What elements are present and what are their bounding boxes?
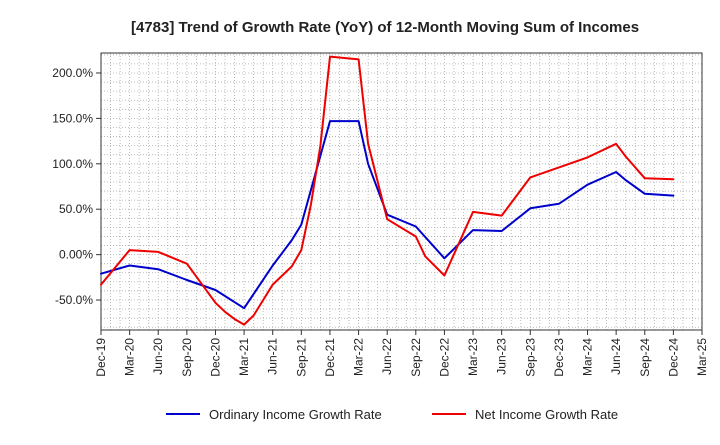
plot-area-frame — [100, 52, 703, 331]
chart-title: [4783] Trend of Growth Rate (YoY) of 12-… — [131, 19, 639, 36]
series-line-ordinary-income — [100, 120, 675, 310]
x-tick-label: Mar-24 — [581, 338, 595, 376]
y-tick-label: 0.00% — [59, 248, 93, 262]
x-tick-label: Dec-21 — [323, 338, 337, 377]
x-tick-label: Dec-20 — [208, 338, 222, 377]
x-tick-label: Mar-20 — [123, 338, 137, 376]
x-tick-label: Mar-22 — [352, 338, 366, 376]
axes: -50.0% 0.00% 50.0% 100.0% 150.0% 200.0% Dec-19… — [52, 52, 709, 377]
x-tick-label: Jun-24 — [609, 338, 623, 375]
y-tick-label: 100.0% — [52, 157, 93, 171]
legend: Ordinary Income Growth Rate Net Income Gr… — [166, 407, 618, 422]
x-tick-label: Sep-24 — [638, 338, 652, 377]
y-tick-label: 150.0% — [52, 111, 93, 125]
x-tick-label: Sep-21 — [294, 338, 308, 377]
y-tick-label: 50.0% — [59, 202, 93, 216]
x-tick-label: Mar-21 — [237, 338, 251, 376]
x-tick-label: Sep-22 — [409, 338, 423, 377]
x-tick-label: Sep-23 — [523, 338, 537, 377]
x-tick-label: Jun-22 — [380, 338, 394, 375]
x-tick-label: Jun-23 — [495, 338, 509, 375]
x-tick-label: Jun-20 — [151, 338, 165, 375]
legend-label: Ordinary Income Growth Rate — [209, 407, 382, 422]
x-tick-label: Sep-20 — [180, 338, 194, 377]
x-tick-label: Dec-19 — [94, 338, 108, 377]
x-tick-label: Jun-21 — [266, 338, 280, 375]
y-tick-label: -50.0% — [55, 293, 93, 307]
x-tick-label: Dec-22 — [437, 338, 451, 377]
x-tick-label: Mar-25 — [695, 338, 709, 376]
y-tick-label: 200.0% — [52, 66, 93, 80]
series-lines — [100, 55, 675, 326]
x-tick-label: Mar-23 — [466, 338, 480, 376]
series-line-net-income — [100, 55, 675, 326]
legend-label: Net Income Growth Rate — [475, 407, 618, 422]
x-tick-label: Dec-23 — [552, 338, 566, 377]
x-tick-label: Dec-24 — [666, 338, 680, 377]
grid — [101, 53, 702, 330]
